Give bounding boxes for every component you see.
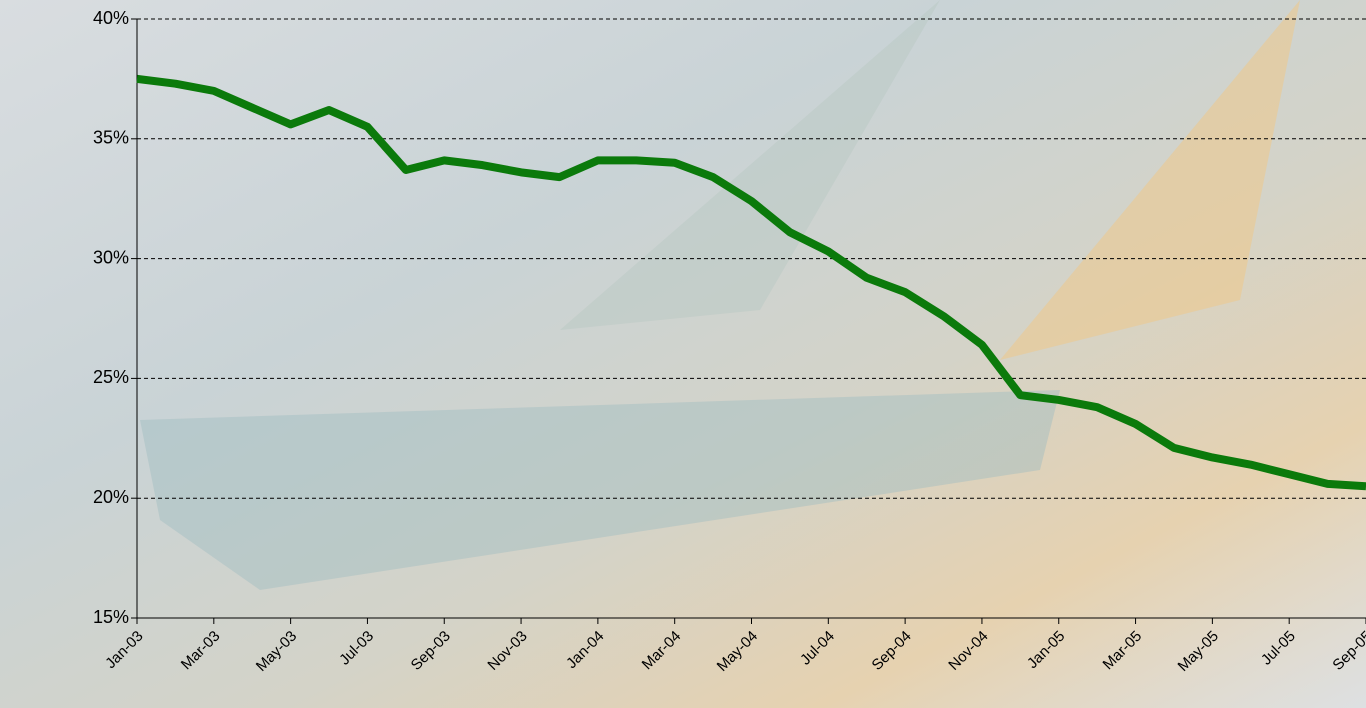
background bbox=[0, 0, 1366, 708]
y-tick-label: 30% bbox=[93, 247, 129, 267]
y-tick-label: 40% bbox=[93, 8, 129, 28]
y-tick-label: 15% bbox=[93, 607, 129, 627]
page: {"chart_data": {"type": "line", "categor… bbox=[0, 0, 1366, 708]
y-tick-label: 20% bbox=[93, 487, 129, 507]
chart: 15%20%25%30%35%40%Jan-03Mar-03May-03Jul-… bbox=[0, 0, 1366, 708]
y-tick-label: 25% bbox=[93, 367, 129, 387]
y-tick-label: 35% bbox=[93, 128, 129, 148]
